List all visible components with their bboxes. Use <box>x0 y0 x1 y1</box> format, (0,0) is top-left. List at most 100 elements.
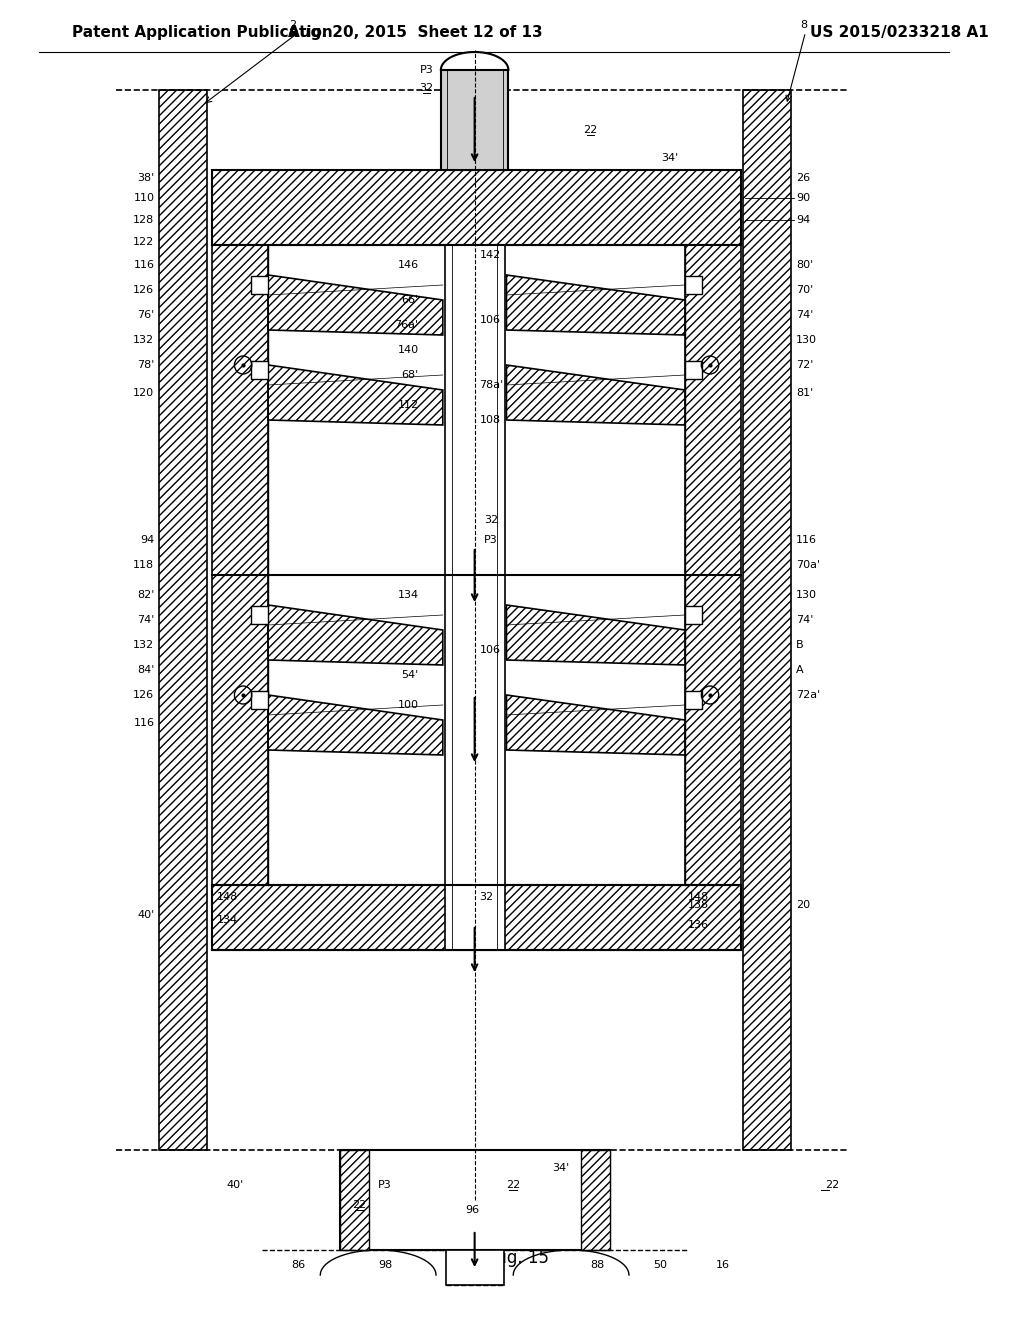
Text: 128: 128 <box>133 215 155 224</box>
Text: P3: P3 <box>420 65 433 75</box>
Text: 70a': 70a' <box>796 560 820 570</box>
Bar <box>581 1150 609 1250</box>
Text: 142: 142 <box>479 249 501 260</box>
Bar <box>742 90 792 1150</box>
Text: 134: 134 <box>217 915 239 925</box>
Text: 20: 20 <box>796 900 810 909</box>
Text: 108: 108 <box>479 414 501 425</box>
Text: 32: 32 <box>484 515 499 525</box>
Text: 148: 148 <box>217 892 239 902</box>
Text: 116: 116 <box>796 535 817 545</box>
Text: P3: P3 <box>484 535 498 545</box>
Polygon shape <box>268 605 442 665</box>
Bar <box>251 360 268 379</box>
Bar <box>212 576 268 884</box>
Text: 32: 32 <box>479 892 494 902</box>
Polygon shape <box>507 366 685 425</box>
Text: 34': 34' <box>660 153 678 162</box>
Text: 122: 122 <box>133 238 155 247</box>
Text: 22: 22 <box>824 1180 839 1191</box>
Polygon shape <box>507 605 685 665</box>
Bar <box>685 246 741 576</box>
Text: 34': 34' <box>552 1163 569 1173</box>
Text: 80': 80' <box>796 260 813 271</box>
Text: 32: 32 <box>420 83 433 92</box>
Text: 138: 138 <box>688 900 709 909</box>
Text: 130: 130 <box>796 335 817 345</box>
Text: 54': 54' <box>401 671 419 680</box>
Text: 94: 94 <box>140 535 155 545</box>
Text: 136: 136 <box>688 920 709 931</box>
Text: 76a': 76a' <box>394 319 419 330</box>
Text: 112: 112 <box>397 400 419 411</box>
Text: 90: 90 <box>796 193 810 203</box>
Bar <box>212 246 268 576</box>
Text: US 2015/0233218 A1: US 2015/0233218 A1 <box>810 25 989 40</box>
Text: Fig. 15: Fig. 15 <box>494 1249 549 1267</box>
Text: 116: 116 <box>133 260 155 271</box>
Text: 81': 81' <box>796 388 813 399</box>
Text: 22: 22 <box>584 125 598 135</box>
Bar <box>251 690 268 709</box>
Text: 22: 22 <box>506 1180 520 1191</box>
Bar <box>441 70 508 170</box>
Text: 74': 74' <box>796 310 813 319</box>
Text: 40': 40' <box>137 909 155 920</box>
Text: 72': 72' <box>796 360 813 370</box>
Text: P3: P3 <box>378 1180 392 1191</box>
Bar <box>444 246 505 950</box>
Polygon shape <box>507 696 685 755</box>
Text: 116: 116 <box>133 718 155 729</box>
Text: 16: 16 <box>716 1261 730 1270</box>
Text: 82': 82' <box>137 590 155 601</box>
Bar <box>685 606 702 624</box>
Text: 26: 26 <box>796 173 810 183</box>
Text: 106: 106 <box>479 315 501 325</box>
Text: 22: 22 <box>351 1200 366 1210</box>
Text: 70': 70' <box>796 285 813 294</box>
Text: 134: 134 <box>397 590 419 601</box>
Text: 106: 106 <box>479 645 501 655</box>
Text: 110: 110 <box>133 193 155 203</box>
Text: 126: 126 <box>133 690 155 700</box>
Text: 78a': 78a' <box>479 380 504 389</box>
Polygon shape <box>268 366 442 425</box>
Text: 132: 132 <box>133 640 155 649</box>
Bar <box>251 606 268 624</box>
Text: 50: 50 <box>653 1261 667 1270</box>
Text: 130: 130 <box>796 590 817 601</box>
Text: 76': 76' <box>137 310 155 319</box>
Text: 86: 86 <box>292 1261 305 1270</box>
Bar <box>340 1150 369 1250</box>
Bar <box>685 276 702 294</box>
Text: 8: 8 <box>801 20 808 30</box>
Text: B: B <box>796 640 804 649</box>
Text: 72a': 72a' <box>796 690 820 700</box>
Text: 132: 132 <box>133 335 155 345</box>
Text: 120: 120 <box>133 388 155 399</box>
Polygon shape <box>268 275 442 335</box>
Bar <box>685 690 702 709</box>
Text: 74': 74' <box>137 615 155 624</box>
Text: A: A <box>796 665 804 675</box>
Text: 66': 66' <box>401 294 419 305</box>
Text: 68': 68' <box>401 370 419 380</box>
Text: 84': 84' <box>137 665 155 675</box>
Bar <box>445 1250 504 1284</box>
Bar <box>685 360 702 379</box>
Bar <box>159 90 208 1150</box>
Text: 40': 40' <box>226 1180 244 1191</box>
Text: 140: 140 <box>397 345 419 355</box>
Text: Patent Application Publication: Patent Application Publication <box>73 25 333 40</box>
Text: 38': 38' <box>137 173 155 183</box>
Bar <box>212 170 741 246</box>
Text: Aug. 20, 2015  Sheet 12 of 13: Aug. 20, 2015 Sheet 12 of 13 <box>288 25 542 40</box>
Text: 78': 78' <box>137 360 155 370</box>
Text: 146: 146 <box>397 260 419 271</box>
Bar <box>212 884 741 950</box>
Text: 98: 98 <box>378 1261 392 1270</box>
Bar <box>685 576 741 884</box>
Polygon shape <box>507 275 685 335</box>
Polygon shape <box>268 696 442 755</box>
Text: 118: 118 <box>133 560 155 570</box>
